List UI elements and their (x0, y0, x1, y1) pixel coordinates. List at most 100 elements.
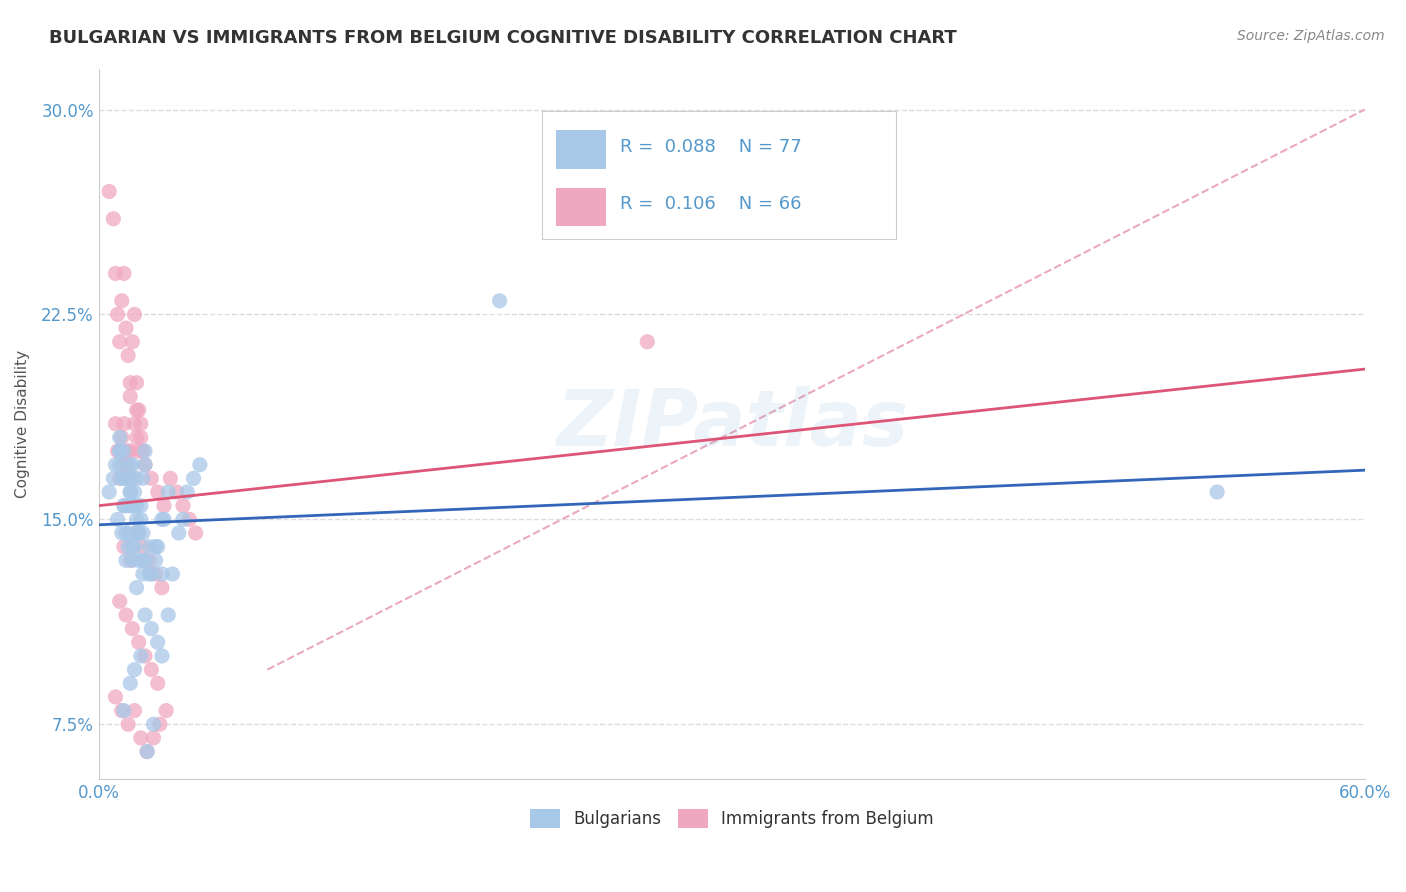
Point (132, 444, 155, 458)
Point (112, 444, 135, 458)
Point (159, 471, 181, 485)
Point (172, 512, 194, 526)
Point (124, 417, 146, 431)
Point (153, 499, 176, 513)
Point (120, 499, 142, 513)
Legend: Bulgarians, Immigrants from Belgium: Bulgarians, Immigrants from Belgium (523, 802, 941, 835)
Point (121, 458, 143, 472)
Point (128, 403, 150, 417)
Point (124, 540, 146, 554)
Point (104, 690, 127, 704)
Point (112, 417, 135, 431)
Point (120, 485, 142, 500)
Point (120, 485, 142, 500)
Point (132, 566, 155, 581)
Point (146, 635, 169, 649)
Point (121, 540, 143, 554)
Point (108, 334, 131, 349)
Point (488, 293, 510, 308)
Point (115, 471, 138, 485)
Point (117, 717, 139, 731)
Point (112, 499, 135, 513)
Point (134, 444, 156, 458)
Text: Source: ZipAtlas.com: Source: ZipAtlas.com (1237, 29, 1385, 43)
Point (155, 704, 177, 718)
Y-axis label: Cognitive Disability: Cognitive Disability (15, 350, 30, 498)
Point (120, 389, 142, 403)
Point (132, 553, 155, 567)
Point (121, 471, 143, 485)
Point (150, 648, 173, 663)
Point (115, 526, 138, 541)
Point (184, 526, 207, 541)
Point (1206, 485, 1229, 500)
Point (146, 485, 169, 500)
Point (129, 731, 152, 745)
Point (112, 499, 135, 513)
Text: ZIPatlas: ZIPatlas (555, 385, 908, 462)
Point (115, 321, 138, 335)
Point (125, 526, 148, 541)
Point (124, 485, 146, 500)
Point (124, 704, 146, 718)
Point (150, 512, 173, 526)
Point (128, 635, 150, 649)
Point (138, 566, 160, 581)
Point (149, 717, 172, 731)
Point (108, 430, 131, 444)
Point (125, 526, 148, 541)
Point (115, 458, 138, 472)
Point (112, 704, 135, 718)
Point (157, 607, 180, 622)
Point (134, 607, 156, 622)
Point (103, 211, 125, 226)
Point (121, 499, 143, 513)
Point (150, 566, 173, 581)
Point (128, 444, 150, 458)
Point (108, 444, 131, 458)
Point (98, 185, 121, 199)
Point (132, 526, 155, 541)
Point (125, 471, 148, 485)
Point (108, 458, 131, 472)
Point (121, 622, 143, 636)
Point (142, 731, 165, 745)
Point (108, 444, 131, 458)
Point (107, 444, 129, 458)
Point (172, 499, 194, 513)
Point (124, 663, 146, 677)
Point (124, 307, 146, 321)
Point (111, 430, 134, 444)
Point (167, 526, 190, 541)
Point (129, 648, 152, 663)
Point (107, 307, 129, 321)
Point (132, 471, 155, 485)
Point (104, 458, 127, 472)
Point (128, 553, 150, 567)
Point (145, 566, 167, 581)
Point (129, 512, 152, 526)
Point (121, 553, 143, 567)
Point (141, 471, 163, 485)
Point (134, 458, 156, 472)
Point (112, 458, 135, 472)
Point (136, 745, 159, 759)
Point (129, 499, 152, 513)
Point (128, 526, 150, 541)
Point (138, 540, 160, 554)
Point (176, 485, 198, 500)
Point (136, 745, 159, 759)
Point (188, 458, 211, 472)
Point (117, 526, 139, 541)
Point (120, 471, 142, 485)
Point (111, 526, 134, 541)
Point (108, 444, 131, 458)
Point (112, 471, 135, 485)
Point (146, 540, 169, 554)
Point (166, 485, 188, 500)
Point (145, 553, 167, 567)
Point (104, 417, 127, 431)
Point (115, 553, 138, 567)
Point (128, 526, 150, 541)
Point (636, 334, 658, 349)
